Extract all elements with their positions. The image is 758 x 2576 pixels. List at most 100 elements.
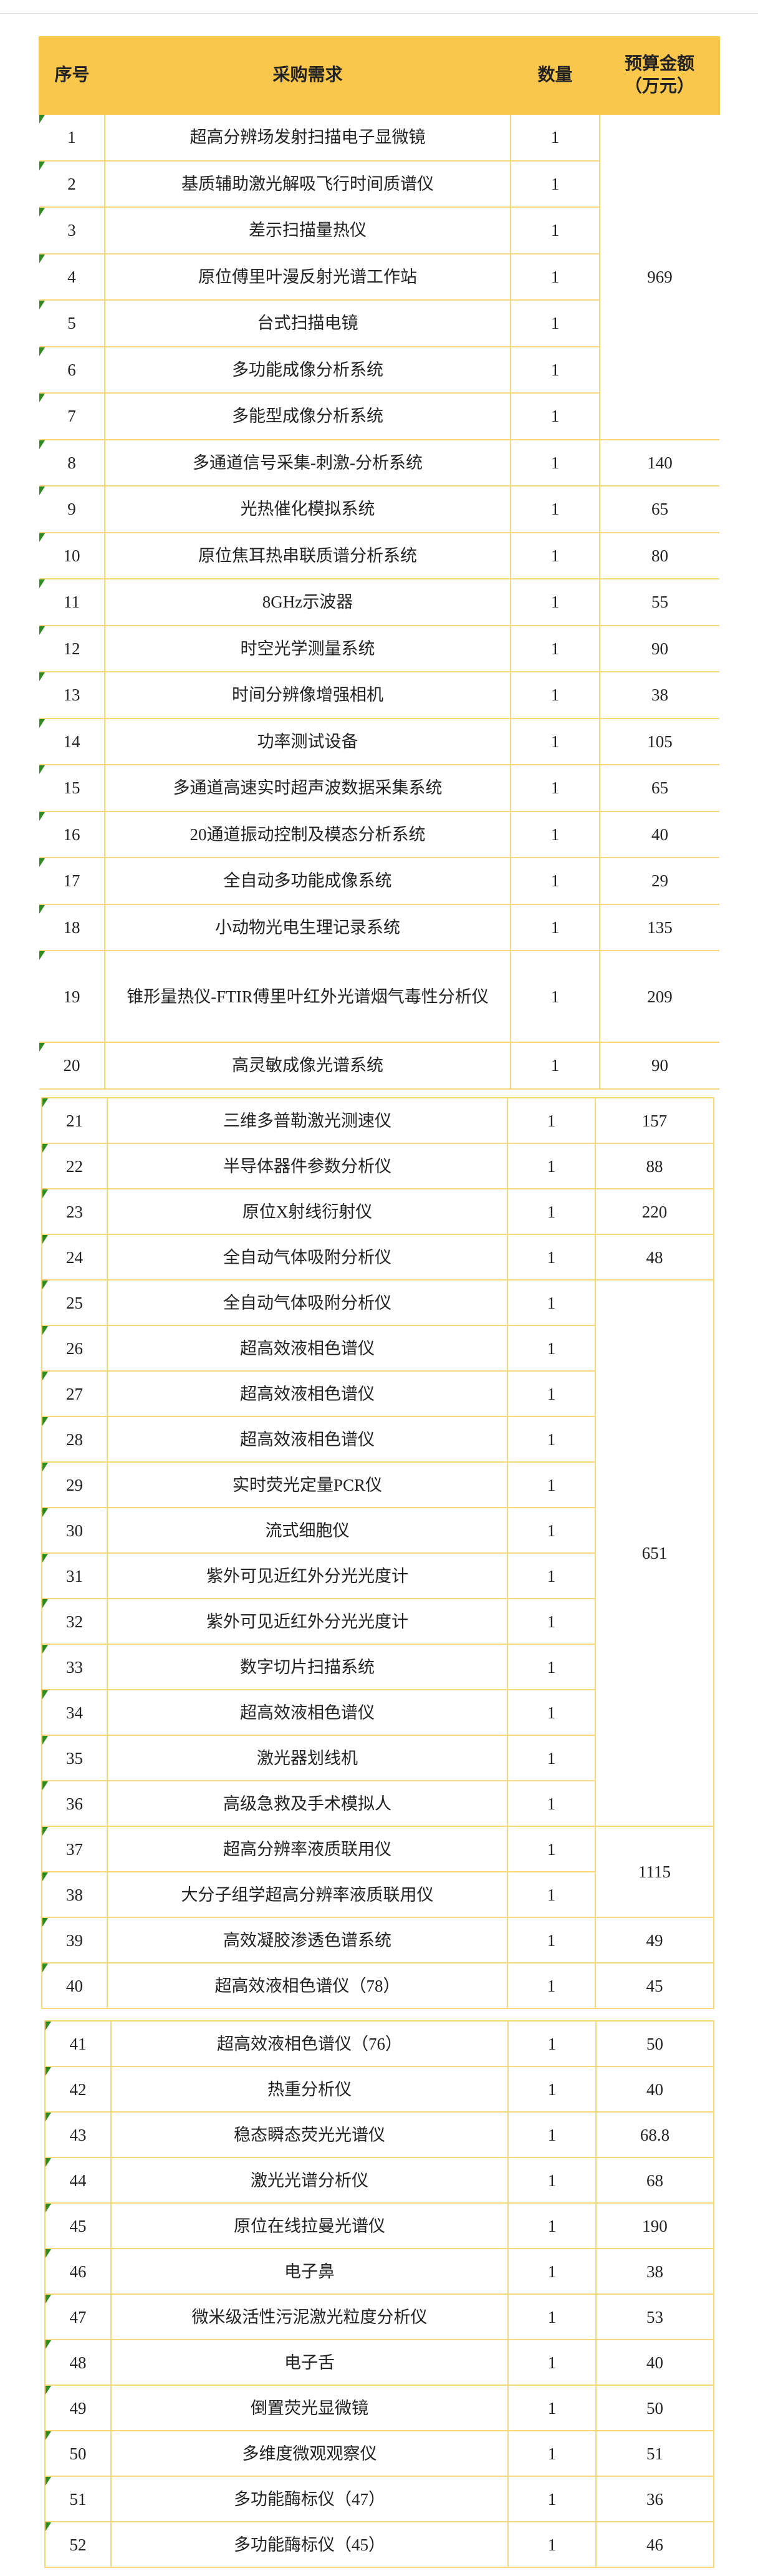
budget-amount: 38: [595, 2248, 714, 2295]
item-name: 基质辅助激光解吸飞行时间质谱仪: [104, 160, 511, 208]
budget-amount: 220: [595, 1188, 714, 1235]
item-name: 高级急救及手术模拟人: [107, 1780, 508, 1827]
row-number: 29: [41, 1461, 108, 1508]
item-name: 锥形量热仪-FTIR傅里叶红外光谱烟气毒性分析仪: [104, 950, 511, 1043]
budget-amount: 40: [595, 2339, 714, 2386]
row-number: 47: [44, 2293, 112, 2340]
budget-amount: 48: [595, 1234, 714, 1281]
row-number: 32: [41, 1598, 108, 1645]
row-number: 41: [44, 2020, 112, 2067]
item-name: 多通道高速实时超声波数据采集系统: [104, 764, 511, 812]
table-row: 12 时空光学测量系统 1 90: [39, 624, 719, 672]
quantity: 1: [507, 2111, 597, 2158]
row-number: 31: [41, 1552, 108, 1599]
table-row: 47 微米级活性污泥激光粒度分析仪 1 53: [44, 2293, 714, 2340]
row-number: 23: [41, 1188, 108, 1235]
quantity: 1: [507, 1735, 596, 1781]
header-item: 采购需求: [104, 36, 511, 115]
budget-amount: 88: [595, 1143, 714, 1189]
procurement-table-part-1: 序号 采购需求 数量 预算金额 （万元） 1 超高分辨场发射扫描电子显微镜 1 969 2…: [39, 36, 720, 1090]
item-name: 激光光谱分析仪: [110, 2157, 509, 2204]
table-row: 41 超高效液相色谱仪（76） 1 50: [44, 2020, 714, 2067]
row-number: 43: [44, 2111, 112, 2158]
item-name: 超高效液相色谱仪（78）: [107, 1962, 508, 2009]
table-row: 32 紫外可见近红外分光光度计 1: [41, 1598, 714, 1645]
quantity: 1: [507, 1917, 596, 1963]
quantity: 1: [507, 2248, 597, 2295]
item-name: 电子鼻: [110, 2248, 509, 2295]
budget-amount: 65: [599, 764, 719, 812]
table-row: 45 原位在线拉曼光谱仪 1 190: [44, 2202, 714, 2249]
row-number: 19: [39, 950, 105, 1043]
item-name: 紫外可见近红外分光光度计: [107, 1598, 508, 1645]
budget-amount: 190: [595, 2202, 714, 2249]
budget-amount: 36: [595, 2476, 714, 2522]
table-row: 8 多通道信号采集-刺激-分析系统 1 140: [39, 438, 719, 487]
row-number: 51: [44, 2476, 112, 2522]
row-number: 46: [44, 2248, 112, 2295]
budget-amount: 51: [595, 2430, 714, 2477]
table-row: 20 高灵敏成像光谱系统 1 90: [39, 1042, 719, 1090]
quantity: 1: [510, 857, 600, 905]
row-number: 17: [39, 857, 105, 905]
row-number: 13: [39, 671, 105, 719]
item-name: 流式细胞仪: [107, 1507, 508, 1554]
quantity: 1: [507, 1598, 596, 1645]
quantity: 1: [510, 578, 600, 626]
item-name: 实时荧光定量PCR仪: [107, 1461, 508, 1508]
row-number: 12: [39, 624, 105, 672]
table-row: 30 流式细胞仪 1: [41, 1507, 714, 1554]
budget-amount: 46: [595, 2521, 714, 2568]
item-name: 多通道信号采集-刺激-分析系统: [104, 438, 511, 487]
item-name: 原位X射线衍射仪: [107, 1188, 508, 1235]
table-row: 37 超高分辨率液质联用仪 1 1115: [41, 1826, 714, 1918]
item-name: 多功能成像分析系统: [104, 346, 511, 394]
row-number: 10: [39, 531, 105, 579]
row-number: 34: [41, 1689, 108, 1736]
item-name: 原位傅里叶漫反射光谱工作站: [104, 253, 511, 301]
table-row: 34 超高效液相色谱仪 1: [41, 1689, 714, 1736]
quantity: 1: [507, 1143, 596, 1189]
quantity: 1: [507, 1325, 596, 1372]
budget-amount: 40: [595, 2066, 714, 2113]
item-name: 台式扫描电镜: [104, 299, 511, 347]
table-row: 42 热重分析仪 1 40: [44, 2066, 714, 2113]
table-row: 44 激光光谱分析仪 1 68: [44, 2157, 714, 2204]
row-number: 3: [39, 206, 105, 254]
quantity: 1: [510, 346, 600, 394]
quantity: 1: [507, 1552, 596, 1599]
row-number: 20: [39, 1042, 105, 1090]
row-number: 5: [39, 299, 105, 347]
table-row: 22 半导体器件参数分析仪 1 88: [41, 1143, 714, 1189]
quantity: 1: [507, 1279, 596, 1326]
table-body: 41 超高效液相色谱仪（76） 1 50 42 热重分析仪 1 40 43 稳态瞬态荧光光谱仪 1 6…: [44, 2020, 714, 2568]
quantity: 1: [510, 671, 600, 719]
table-body: 21 三维多普勒激光测速仪 1 157 22 半导体器件参数分析仪 1 88 23 原位X射线衍射…: [41, 1097, 714, 2009]
quantity: 1: [507, 1689, 596, 1736]
quantity: 1: [510, 764, 600, 812]
row-number: 8: [39, 438, 105, 487]
row-number: 38: [41, 1871, 108, 1918]
budget-amount: 38: [599, 671, 719, 719]
quantity: 1: [507, 2202, 597, 2249]
budget-amount: 90: [599, 1042, 719, 1090]
quantity: 1: [507, 2339, 597, 2386]
item-name: 超高分辨率液质联用仪: [107, 1826, 508, 1872]
quantity: 1: [510, 253, 600, 301]
row-number: 50: [44, 2430, 112, 2477]
budget-amount: 969: [599, 114, 719, 440]
header-budget: 预算金额 （万元）: [599, 36, 720, 115]
quantity: 1: [507, 1234, 596, 1281]
budget-amount: 135: [599, 903, 719, 951]
item-name: 电子舌: [110, 2339, 509, 2386]
header-row: 序号 采购需求 数量 预算金额 （万元）: [39, 36, 720, 115]
table-row: 46 电子鼻 1 38: [44, 2248, 714, 2295]
table-row: 26 超高效液相色谱仪 1: [41, 1325, 714, 1372]
table-row: 14 功率测试设备 1 105: [39, 717, 719, 765]
item-name: 多维度微观观察仪: [110, 2430, 509, 2477]
header-qty: 数量: [510, 36, 600, 115]
row-number: 7: [39, 392, 105, 440]
quantity: 1: [507, 2385, 597, 2431]
item-name: 多功能酶标仪（45）: [110, 2521, 509, 2568]
quantity: 1: [507, 1962, 596, 2009]
